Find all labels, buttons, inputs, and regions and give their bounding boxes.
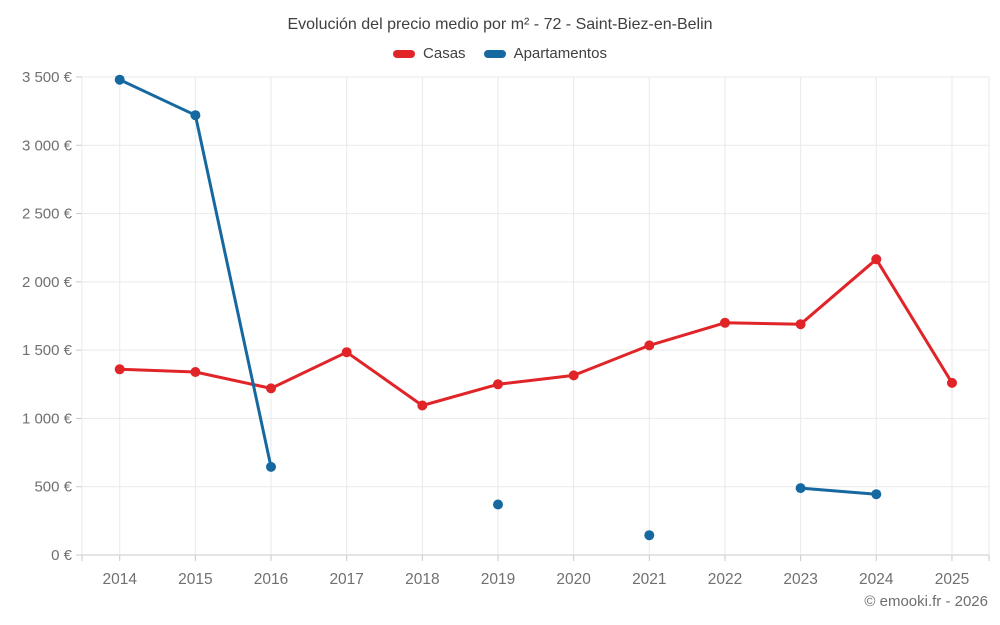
x-tick-label: 2020 <box>556 571 591 588</box>
data-point-casas-2023[interactable] <box>795 319 806 330</box>
x-tick-label: 2024 <box>859 571 894 588</box>
data-point-casas-2024[interactable] <box>871 254 882 265</box>
data-point-casas-2016[interactable] <box>266 383 276 394</box>
data-point-casas-2014[interactable] <box>114 364 125 375</box>
y-tick-label: 3 500 € <box>22 69 73 86</box>
x-tick-label: 2016 <box>254 571 288 588</box>
series-line-casas <box>118 257 954 407</box>
data-point-apartamentos-2015[interactable] <box>190 110 201 121</box>
data-point-casas-2021[interactable] <box>644 340 655 351</box>
data-point-apartamentos-2019[interactable] <box>493 499 503 510</box>
legend-label-apartamentos: Apartamentos <box>513 45 607 62</box>
y-tick-label: 1 500 € <box>22 342 73 359</box>
data-point-apartamentos-2014[interactable] <box>114 74 125 85</box>
data-point-apartamentos-2024[interactable] <box>871 489 882 500</box>
chart-legend: Casas Apartamentos <box>0 45 1000 62</box>
x-tick-label: 2017 <box>329 571 363 588</box>
x-tick-label: 2019 <box>481 571 515 588</box>
casas-swatch-icon <box>393 49 416 58</box>
x-tick-label: 2021 <box>632 571 666 588</box>
data-point-casas-2022[interactable] <box>720 317 730 328</box>
chart-title: Evolución del precio medio por m² - 72 -… <box>287 16 713 33</box>
y-tick-label: 0 € <box>51 547 73 564</box>
data-point-apartamentos-2016[interactable] <box>266 461 276 472</box>
x-tick-label: 2022 <box>708 571 742 588</box>
data-point-casas-2017[interactable] <box>341 347 352 358</box>
data-point-apartamentos-2023[interactable] <box>795 483 806 494</box>
legend-item-casas[interactable]: Casas <box>393 45 466 62</box>
x-tick-label: 2023 <box>783 571 817 588</box>
attribution-text: © emooki.fr - 2026 <box>864 593 988 610</box>
x-tick-label: 2018 <box>405 571 439 588</box>
x-tick-label: 2015 <box>178 571 212 588</box>
data-point-casas-2018[interactable] <box>417 400 428 411</box>
legend-item-apartamentos[interactable]: Apartamentos <box>483 45 607 62</box>
legend-label-casas: Casas <box>423 45 466 62</box>
y-tick-label: 500 € <box>34 479 72 496</box>
y-tick-label: 2 500 € <box>22 206 73 223</box>
data-point-casas-2020[interactable] <box>568 370 579 381</box>
data-point-casas-2019[interactable] <box>493 379 503 390</box>
data-point-casas-2015[interactable] <box>190 367 201 377</box>
y-tick-label: 2 000 € <box>22 274 73 291</box>
x-tick-label: 2014 <box>102 571 137 588</box>
data-point-casas-2025[interactable] <box>947 377 957 388</box>
apartamentos-swatch-icon <box>483 49 506 58</box>
y-tick-label: 1 000 € <box>22 410 73 427</box>
x-tick-label: 2025 <box>935 571 969 588</box>
data-point-apartamentos-2021[interactable] <box>644 530 655 541</box>
y-tick-label: 3 000 € <box>22 137 73 154</box>
